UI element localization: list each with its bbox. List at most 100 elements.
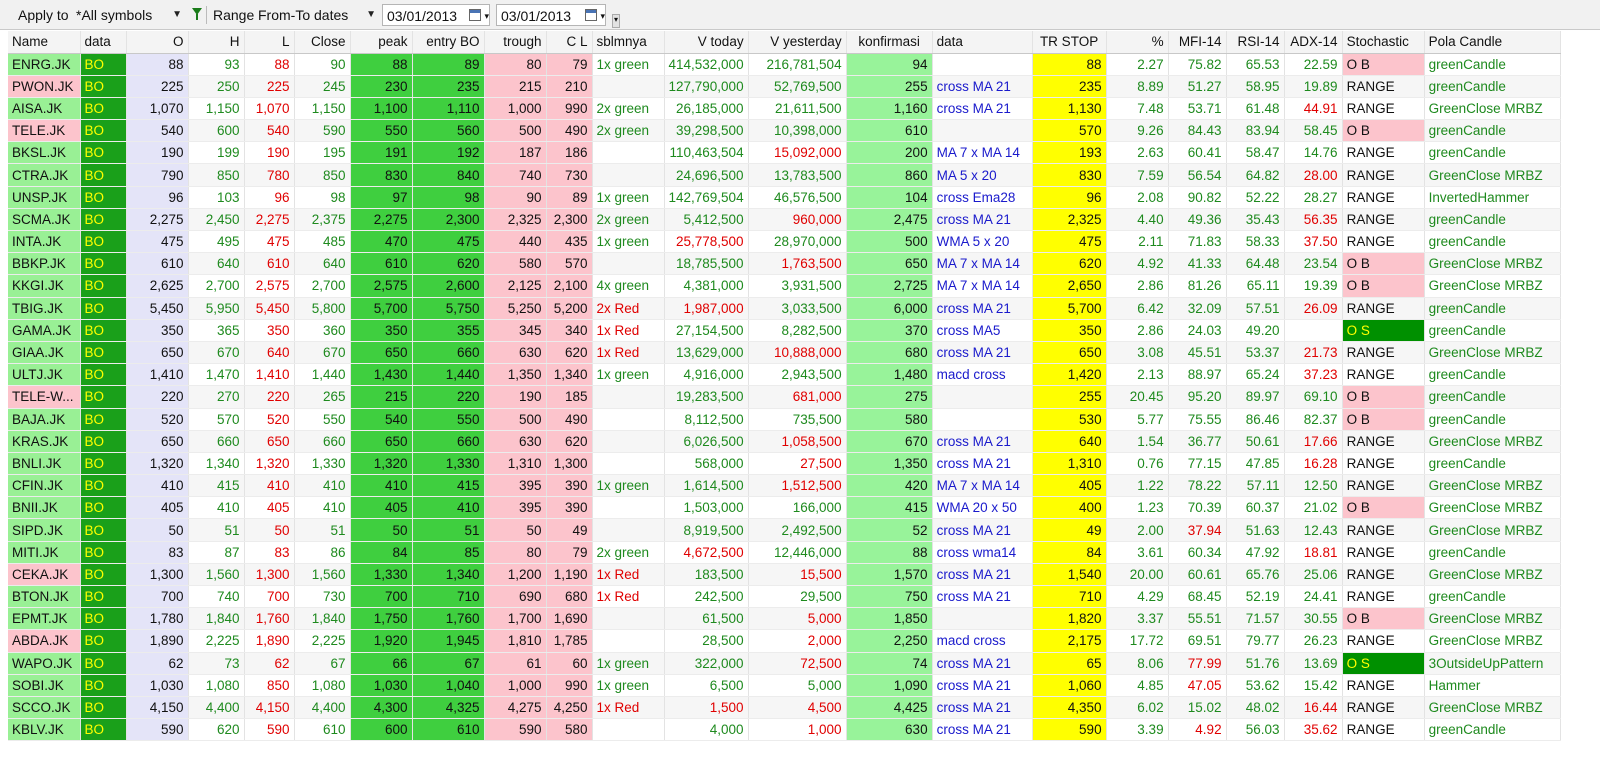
column-header[interactable]: Close xyxy=(294,31,351,54)
data-cell[interactable]: BO xyxy=(80,53,127,76)
trough-cell[interactable]: 395 xyxy=(484,474,547,498)
open-cell[interactable]: 520 xyxy=(126,408,189,431)
mfi-cell[interactable]: 71.83 xyxy=(1168,230,1227,254)
low-cell[interactable]: 405 xyxy=(244,496,295,520)
peak-cell[interactable]: 1,330 xyxy=(350,563,413,587)
data-cell[interactable]: BO xyxy=(80,97,127,121)
percent-cell[interactable]: 2.08 xyxy=(1106,186,1169,209)
mfi-cell[interactable]: 53.71 xyxy=(1168,97,1227,121)
v-today-cell[interactable]: 13,629,000 xyxy=(664,341,749,365)
cl-cell[interactable]: 2,100 xyxy=(546,274,593,298)
stochastic-cell[interactable]: O B xyxy=(1342,607,1425,631)
cl-cell[interactable]: 435 xyxy=(546,230,593,254)
table-row[interactable]: WAPO.JK BO 62 73 62 67 66 67 61 60 1x green 322,000… xyxy=(8,652,1561,675)
konfirmasi-cell[interactable]: 94 xyxy=(846,53,933,76)
percent-cell[interactable]: 4.29 xyxy=(1106,585,1169,609)
open-cell[interactable]: 2,625 xyxy=(126,274,189,298)
column-header[interactable]: sblmnya xyxy=(592,31,665,54)
table-row[interactable]: GIAA.JK BO 650 670 640 670 650 660 630 620 1x Red 1… xyxy=(8,341,1561,365)
v-yesterday-cell[interactable]: 216,781,504 xyxy=(748,53,847,76)
trough-cell[interactable]: 630 xyxy=(484,341,547,365)
data2-cell[interactable]: WMA 5 x 20 xyxy=(932,230,1033,254)
adx-cell[interactable]: 26.09 xyxy=(1284,297,1343,320)
data-cell[interactable]: BO xyxy=(80,230,127,254)
entry-bo-cell[interactable]: 85 xyxy=(412,541,485,564)
rsi-cell[interactable]: 71.57 xyxy=(1226,607,1285,631)
tr-stop-cell[interactable]: 405 xyxy=(1032,474,1107,498)
konfirmasi-cell[interactable]: 88 xyxy=(846,541,933,564)
mfi-cell[interactable]: 78.22 xyxy=(1168,474,1227,498)
open-cell[interactable]: 5,450 xyxy=(126,297,189,320)
v-yesterday-cell[interactable]: 15,092,000 xyxy=(748,141,847,165)
percent-cell[interactable]: 3.37 xyxy=(1106,607,1169,631)
data-cell[interactable]: BO xyxy=(80,252,127,276)
v-today-cell[interactable]: 8,112,500 xyxy=(664,408,749,431)
v-yesterday-cell[interactable]: 960,000 xyxy=(748,208,847,232)
v-today-cell[interactable]: 1,500 xyxy=(664,696,749,720)
peak-cell[interactable]: 2,275 xyxy=(350,208,413,232)
data2-cell[interactable]: MA 7 x MA 14 xyxy=(932,474,1033,498)
high-cell[interactable]: 850 xyxy=(188,163,245,187)
entry-bo-cell[interactable]: 1,040 xyxy=(412,674,485,697)
entry-bo-cell[interactable]: 192 xyxy=(412,141,485,165)
table-row[interactable]: SCCO.JK BO 4,150 4,400 4,150 4,400 4,300 4,325 4… xyxy=(8,696,1561,720)
low-cell[interactable]: 5,450 xyxy=(244,297,295,320)
percent-cell[interactable]: 3.08 xyxy=(1106,341,1169,365)
pola-candle-cell[interactable]: greenCandle xyxy=(1424,75,1561,98)
rsi-cell[interactable]: 50.61 xyxy=(1226,430,1285,453)
adx-cell[interactable]: 14.76 xyxy=(1284,141,1343,165)
percent-cell[interactable]: 5.77 xyxy=(1106,408,1169,431)
v-yesterday-cell[interactable]: 735,500 xyxy=(748,408,847,431)
cl-cell[interactable]: 620 xyxy=(546,430,593,453)
v-yesterday-cell[interactable]: 10,888,000 xyxy=(748,341,847,365)
name-cell[interactable]: AISA.JK xyxy=(8,97,81,121)
high-cell[interactable]: 5,950 xyxy=(188,297,245,320)
stochastic-cell[interactable]: RANGE xyxy=(1342,430,1425,453)
data2-cell[interactable] xyxy=(932,119,1033,143)
low-cell[interactable]: 350 xyxy=(244,319,295,342)
sblmnya-cell[interactable]: 1x Red xyxy=(592,563,665,587)
high-cell[interactable]: 87 xyxy=(188,541,245,564)
trough-cell[interactable]: 2,325 xyxy=(484,208,547,232)
konfirmasi-cell[interactable]: 680 xyxy=(846,341,933,365)
low-cell[interactable]: 1,410 xyxy=(244,363,295,387)
table-row[interactable]: UNSP.JK BO 96 103 96 98 97 98 90 89 1x green 142,76… xyxy=(8,186,1561,209)
trough-cell[interactable]: 2,125 xyxy=(484,274,547,298)
name-cell[interactable]: CEKA.JK xyxy=(8,563,81,587)
v-today-cell[interactable]: 4,672,500 xyxy=(664,541,749,564)
low-cell[interactable]: 410 xyxy=(244,474,295,498)
data2-cell[interactable]: cross MA 21 xyxy=(932,674,1033,697)
sblmnya-cell[interactable]: 1x green xyxy=(592,363,665,387)
tr-stop-cell[interactable]: 84 xyxy=(1032,541,1107,564)
pola-candle-cell[interactable]: GreenClose MRBZ xyxy=(1424,563,1561,587)
low-cell[interactable]: 1,760 xyxy=(244,607,295,631)
open-cell[interactable]: 410 xyxy=(126,474,189,498)
v-yesterday-cell[interactable]: 3,931,500 xyxy=(748,274,847,298)
mfi-cell[interactable]: 60.61 xyxy=(1168,563,1227,587)
sblmnya-cell[interactable] xyxy=(592,252,665,276)
apply-to-select[interactable]: *All symbols ▼ xyxy=(72,4,186,26)
high-cell[interactable]: 73 xyxy=(188,652,245,675)
rsi-cell[interactable]: 65.53 xyxy=(1226,53,1285,76)
rsi-cell[interactable]: 47.85 xyxy=(1226,452,1285,476)
stochastic-cell[interactable]: O B xyxy=(1342,119,1425,143)
v-yesterday-cell[interactable]: 15,500 xyxy=(748,563,847,587)
v-yesterday-cell[interactable]: 2,000 xyxy=(748,629,847,653)
percent-cell[interactable]: 4.92 xyxy=(1106,252,1169,276)
trough-cell[interactable]: 440 xyxy=(484,230,547,254)
name-cell[interactable]: PWON.JK xyxy=(8,75,81,98)
pola-candle-cell[interactable]: greenCandle xyxy=(1424,541,1561,564)
stochastic-cell[interactable]: RANGE xyxy=(1342,696,1425,720)
peak-cell[interactable]: 4,300 xyxy=(350,696,413,720)
data-cell[interactable]: BO xyxy=(80,496,127,520)
close-cell[interactable]: 4,400 xyxy=(294,696,351,720)
cl-cell[interactable]: 390 xyxy=(546,474,593,498)
entry-bo-cell[interactable]: 2,300 xyxy=(412,208,485,232)
rsi-cell[interactable]: 52.19 xyxy=(1226,585,1285,609)
close-cell[interactable]: 90 xyxy=(294,53,351,76)
open-cell[interactable]: 590 xyxy=(126,718,189,742)
tr-stop-cell[interactable]: 2,325 xyxy=(1032,208,1107,232)
tr-stop-cell[interactable]: 1,310 xyxy=(1032,452,1107,476)
entry-bo-cell[interactable]: 660 xyxy=(412,341,485,365)
entry-bo-cell[interactable]: 1,340 xyxy=(412,563,485,587)
